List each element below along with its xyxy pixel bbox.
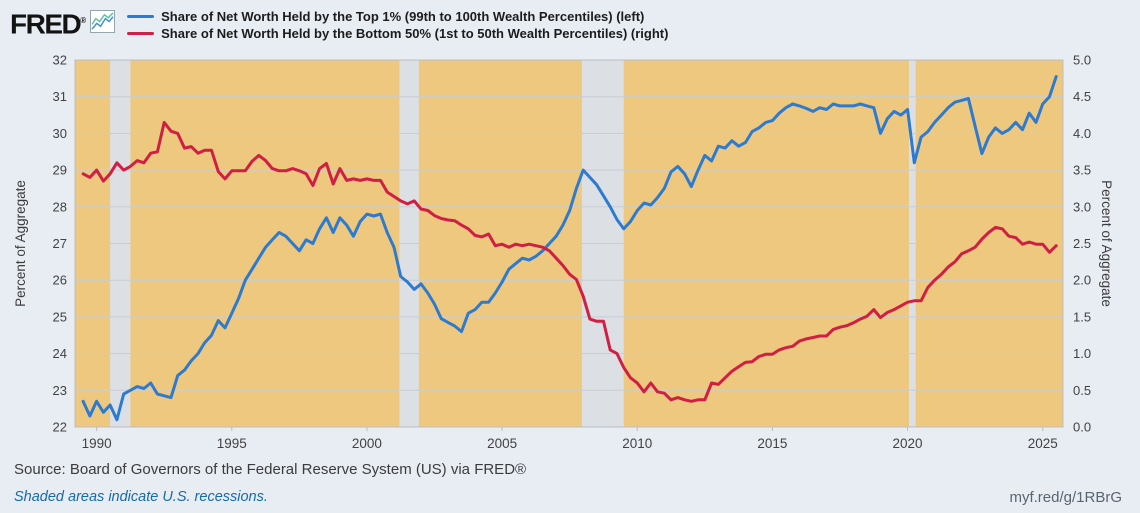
- legend-swatch-bottom50: [127, 32, 155, 35]
- chart-canvas[interactable]: 22 23 24 25 26 27 28 29 30 31 32 0.0 0.5 1.0 1.5 2.0 2.5…: [0, 50, 1140, 455]
- legend-label-top1: Share of Net Worth Held by the Top 1% (9…: [161, 9, 645, 24]
- left-axis-title: Percent of Aggregate: [13, 180, 28, 307]
- right-axis-tick: 0.5: [1073, 383, 1091, 398]
- shortlink[interactable]: myf.red/g/1RBrG: [1009, 489, 1122, 506]
- header: FRED® Share of Net Worth Held by the Top…: [10, 5, 668, 42]
- plot-frame: [74, 59, 1064, 428]
- right-axis-tick: 4.0: [1073, 126, 1091, 141]
- x-axis-tick: 1990: [82, 436, 112, 451]
- x-axis-tick: 2015: [757, 436, 787, 451]
- left-axis-tick: 31: [53, 89, 67, 104]
- left-axis-tick: 32: [53, 53, 67, 68]
- left-axis-tick: 28: [53, 199, 67, 214]
- fred-chart-icon: [90, 10, 116, 33]
- right-axis-tick: 0.0: [1073, 420, 1091, 435]
- left-axis-tick: 24: [53, 346, 67, 361]
- legend: Share of Net Worth Held by the Top 1% (9…: [127, 8, 668, 42]
- legend-label-bottom50: Share of Net Worth Held by the Bottom 50…: [161, 26, 669, 41]
- x-axis-tick: 2010: [622, 436, 652, 451]
- x-axis-tick: 2000: [352, 436, 382, 451]
- right-axis-tick: 2.5: [1073, 236, 1091, 251]
- left-axis-tick: 22: [53, 420, 67, 435]
- left-axis-tick: 23: [53, 383, 67, 398]
- series-line-top1: [81, 75, 1058, 422]
- x-axis-tick: 2020: [893, 436, 923, 451]
- left-axis-tick: 30: [53, 126, 67, 141]
- right-axis-title: Percent of Aggregate: [1099, 180, 1114, 307]
- right-axis-tick: 2.0: [1073, 273, 1091, 288]
- recession-note-link[interactable]: Shaded areas indicate U.S. recessions.: [14, 489, 268, 505]
- x-axis-tick: 2025: [1028, 436, 1058, 451]
- left-axis-tick: 27: [53, 236, 67, 251]
- series-line-bottom50: [81, 120, 1058, 403]
- left-axis-tick: 26: [53, 273, 67, 288]
- x-axis-tick: 1995: [217, 436, 247, 451]
- legend-item-bottom50: Share of Net Worth Held by the Bottom 50…: [127, 25, 668, 42]
- right-axis-tick: 1.5: [1073, 309, 1091, 324]
- left-axis-tick: 25: [53, 309, 67, 324]
- left-axis-tick: 29: [53, 163, 67, 178]
- legend-item-top1: Share of Net Worth Held by the Top 1% (9…: [127, 8, 668, 25]
- registered-mark: ®: [80, 16, 87, 25]
- right-axis-tick: 1.0: [1073, 346, 1091, 361]
- right-axis-tick: 5.0: [1073, 53, 1091, 68]
- source-text: Source: Board of Governors of the Federa…: [14, 461, 527, 478]
- legend-swatch-top1: [127, 15, 155, 18]
- x-axis-tick: 2005: [487, 436, 517, 451]
- right-axis-tick: 3.0: [1073, 199, 1091, 214]
- fred-logo[interactable]: FRED®: [10, 8, 87, 40]
- right-axis-tick: 3.5: [1073, 163, 1091, 178]
- right-axis-tick: 4.5: [1073, 89, 1091, 104]
